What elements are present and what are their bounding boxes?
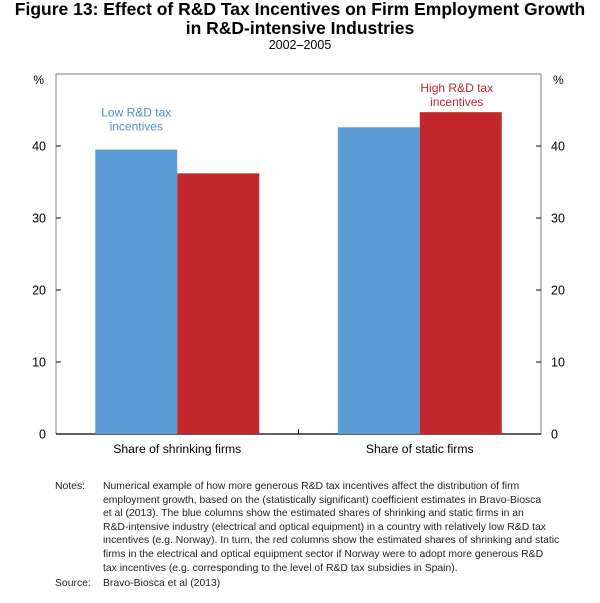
series-label-low-incentives: Low R&D tax [101,106,171,120]
y-axis-unit-right: % [553,73,564,87]
x-category-label: Share of shrinking firms [113,442,241,456]
bar-high-incentives [177,173,260,435]
bar-chart: 0 0 10 10 20 20 30 30 40 40% % Share of shrinking f… [32,73,565,456]
y-axis-unit-left: % [33,73,44,87]
bar-high-incentives [419,112,502,434]
y-tick-label-right: 10 [551,356,565,370]
notes-line: incentives (e.g. Norway). In turn, the r… [103,535,560,547]
notes-line: firms in the electrical and optical equi… [103,548,544,560]
notes-line: tax incentives (e.g. corresponding to th… [103,562,458,574]
y-tick-label-left: 40 [32,140,46,154]
y-tick-label-left: 10 [32,356,46,370]
series-label-high-incentives: High R&D tax [420,81,493,95]
notes-line: employment growth, based on the (statist… [103,494,542,506]
notes-line: R&D-intensive industry (electrical and o… [103,521,546,533]
y-tick-label-right: 20 [551,284,565,298]
bar-low-incentives [337,127,420,434]
y-tick-label-right: 0 [551,428,558,442]
notes-label: Notes: [55,481,86,492]
notes-text: Numerical example of how more generous R… [103,480,595,575]
y-tick-label-right: 30 [551,212,565,226]
chart-subtitle: 2002–2005 [268,38,332,52]
notes-line: Numerical example of how more generous R… [103,481,520,492]
y-tick-label-left: 0 [39,428,46,442]
series-label-high-incentives: incentives [430,95,483,109]
chart-title-line-1: Figure 13: Effect of R&D Tax Incentives … [14,0,586,19]
chart-title-line-2: in R&D-intensive Industries [185,18,415,38]
y-tick-label-left: 30 [32,212,46,226]
source-text: Bravo-Biosca et al (2013) [103,578,221,590]
chart-title: Figure 13: Effect of R&D Tax Incentives … [0,0,600,38]
source-label: Source: [55,578,91,590]
x-category-label: Share of static firms [366,442,474,456]
y-tick-label-left: 20 [32,284,46,298]
notes-line: et al (2013). The blue columns show the … [103,508,524,520]
y-tick-label-right: 40 [551,140,565,154]
bar-low-incentives [95,149,178,434]
series-label-low-incentives: incentives [110,120,163,134]
notes-section: Notes: Numerical example of how more gen… [55,480,595,591]
